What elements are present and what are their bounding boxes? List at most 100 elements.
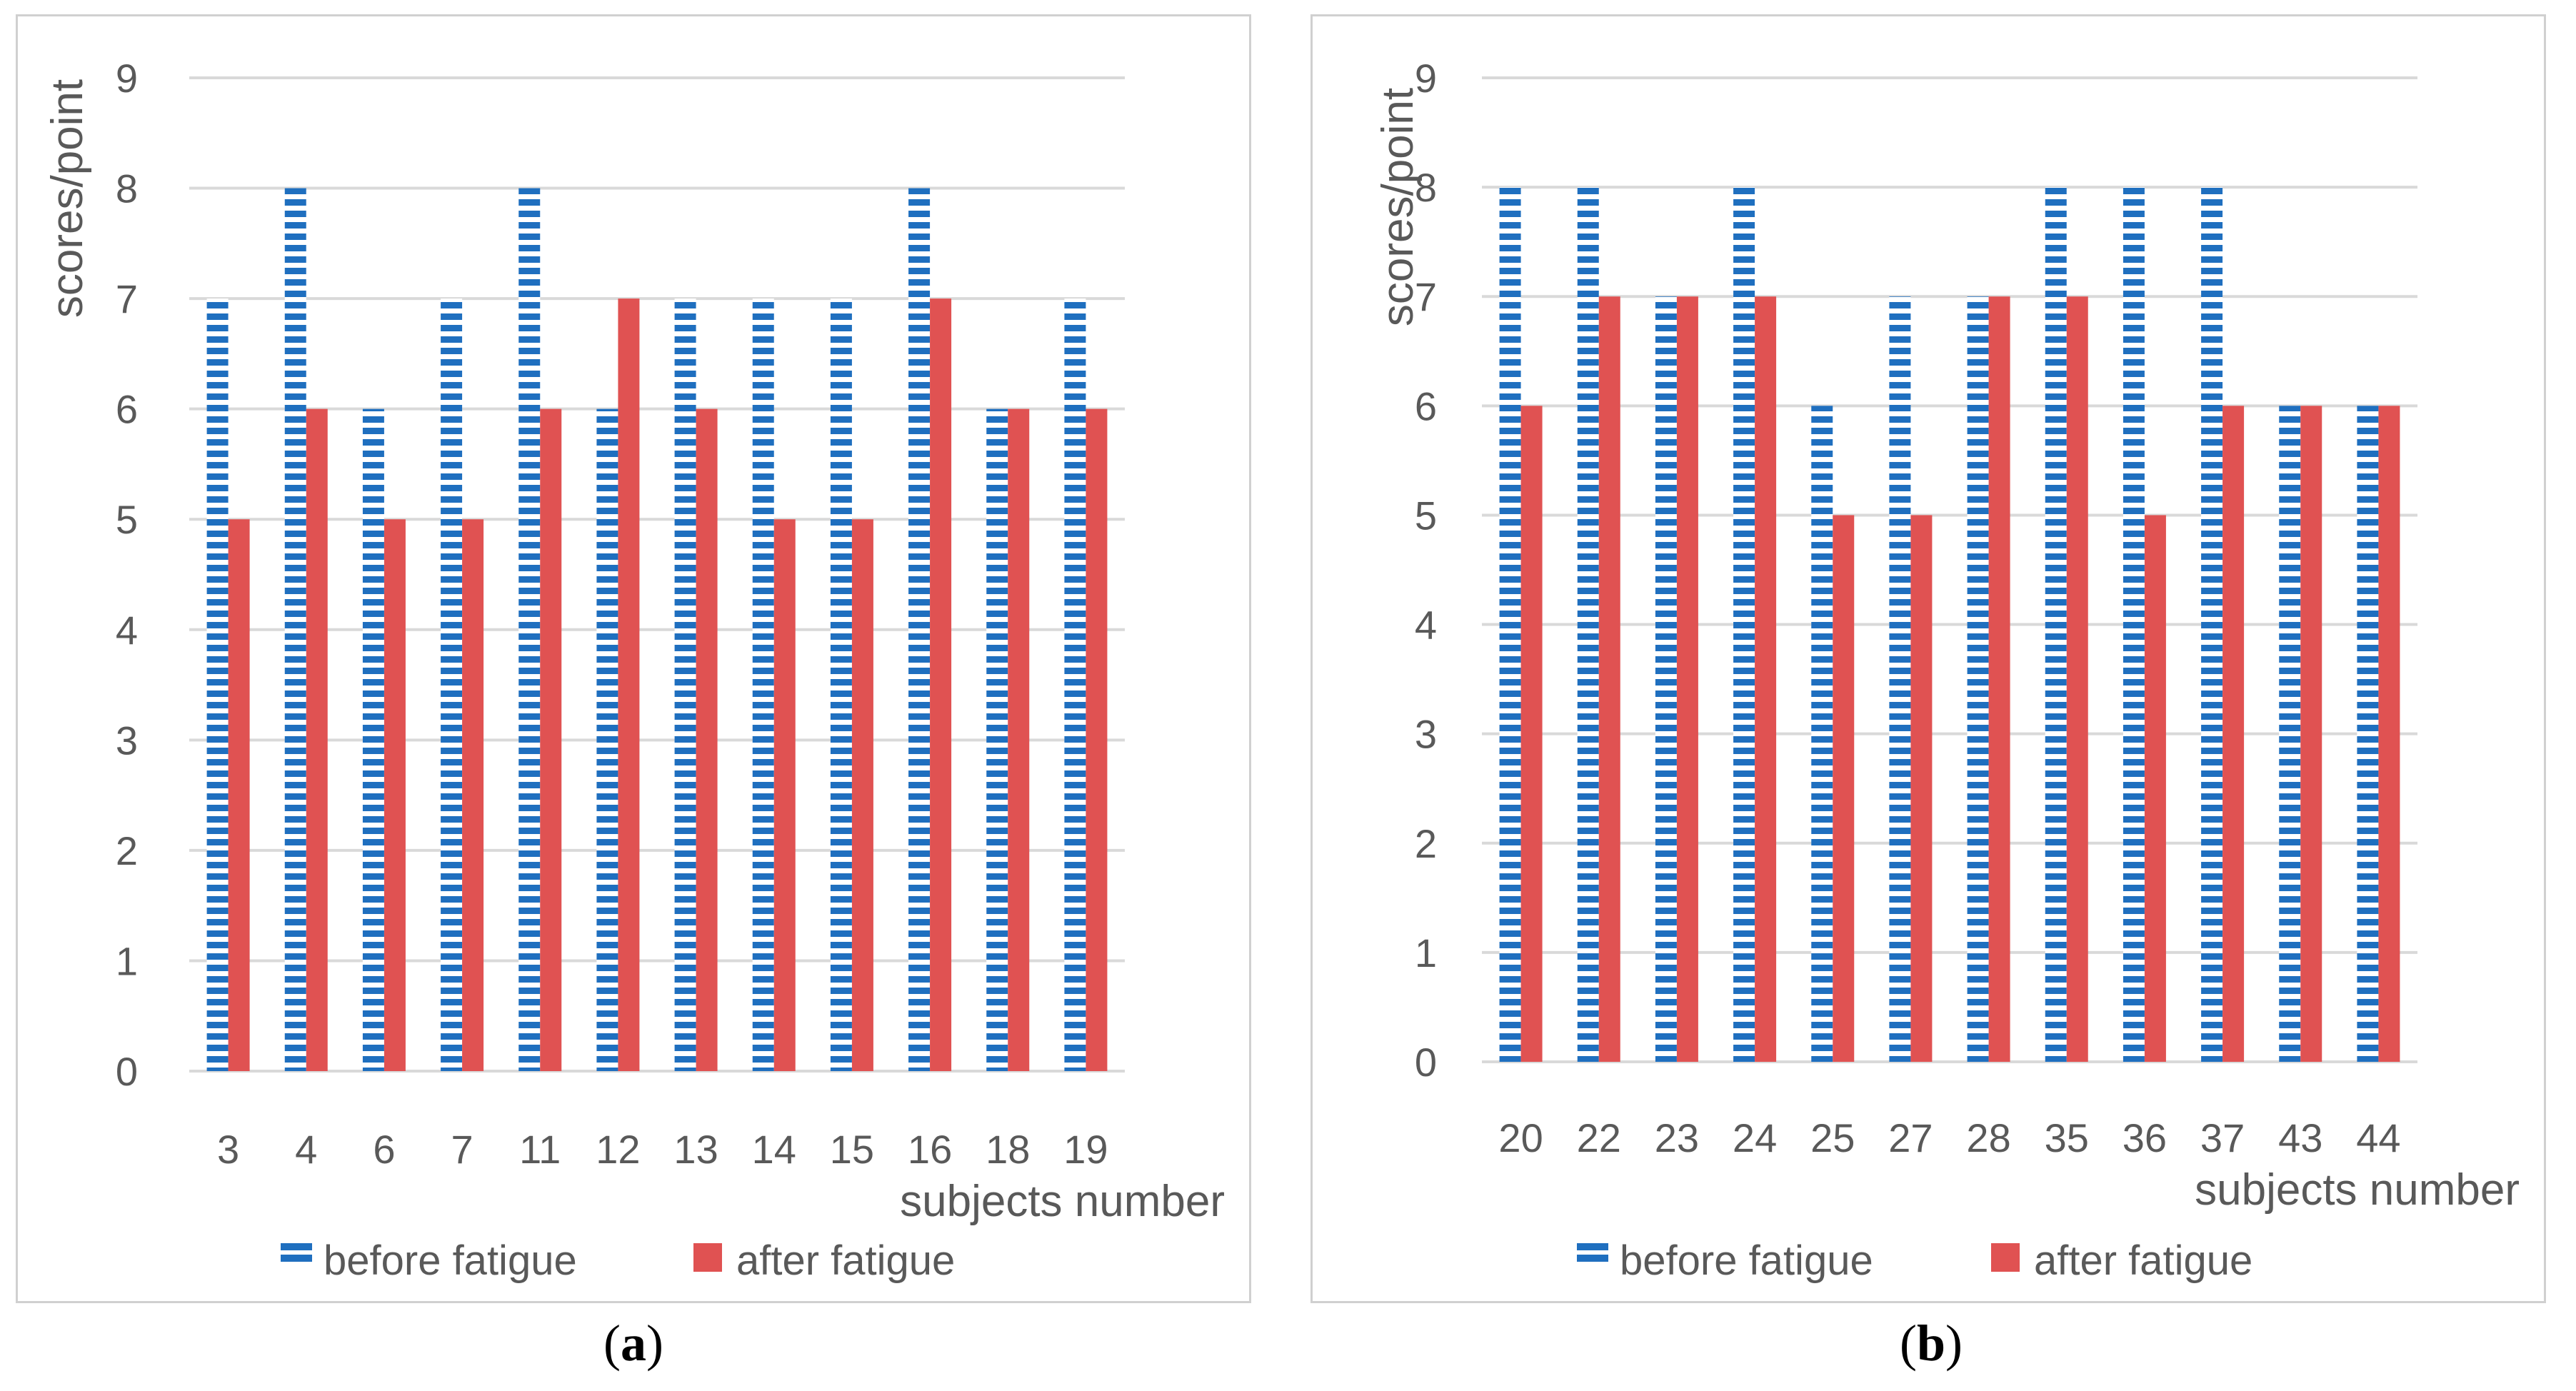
y-tick-label: 3 bbox=[116, 718, 138, 763]
bar-before-4 bbox=[284, 188, 306, 1071]
y-tick-label: 3 bbox=[1415, 712, 1437, 757]
y-tick-label: 4 bbox=[1415, 603, 1437, 648]
legend-swatch-before bbox=[281, 1243, 312, 1250]
bar-after-44 bbox=[2378, 406, 2400, 1062]
y-tick-label: 5 bbox=[116, 497, 138, 542]
y-tick-label: 6 bbox=[1415, 383, 1437, 428]
x-tick-label: 25 bbox=[1810, 1115, 1855, 1160]
bar-before-22 bbox=[1577, 187, 1599, 1063]
bar-before-25 bbox=[1811, 406, 1833, 1062]
bar-after-18 bbox=[1008, 408, 1030, 1071]
bar-before-7 bbox=[441, 298, 463, 1072]
bar-before-14 bbox=[752, 298, 774, 1072]
y-tick-label: 2 bbox=[1415, 821, 1437, 866]
x-tick-label: 11 bbox=[519, 1127, 561, 1172]
x-tick-label: 16 bbox=[908, 1127, 952, 1172]
y-tick-label: 9 bbox=[1415, 56, 1437, 101]
bar-before-19 bbox=[1064, 298, 1086, 1072]
bar-after-13 bbox=[696, 408, 718, 1071]
x-tick-label: 12 bbox=[596, 1127, 640, 1172]
legend-swatch-after bbox=[693, 1243, 722, 1272]
bar-before-18 bbox=[986, 408, 1008, 1071]
bar-before-27 bbox=[1889, 296, 1911, 1063]
y-axis-label: scores/point bbox=[1373, 88, 1423, 326]
x-tick-label: 13 bbox=[673, 1127, 718, 1172]
bar-after-24 bbox=[1755, 296, 1777, 1063]
panel-label-b: b bbox=[1916, 1315, 1946, 1372]
x-tick-label: 18 bbox=[986, 1127, 1030, 1172]
panel-caption-b: (b) bbox=[1899, 1315, 1963, 1372]
bar-after-16 bbox=[930, 298, 952, 1072]
x-tick-label: 6 bbox=[373, 1127, 395, 1172]
legend-label-before: before fatigue bbox=[1620, 1237, 1873, 1284]
x-tick-label: 3 bbox=[217, 1127, 239, 1172]
chart-panel-b: 0 1 2 3 4 5 6 7 8 9 20 22 23 24 25 27 28 35 36 37 43 44 subjec… bbox=[1310, 14, 2546, 1303]
bar-before-12 bbox=[596, 408, 618, 1071]
bar-after-27 bbox=[1910, 515, 1933, 1062]
chart-panel-a: 0 1 2 3 4 5 6 7 8 9 3 4 6 7 11 12 13 14 15 16 18 19 subjects n… bbox=[16, 14, 1251, 1303]
x-axis-label: subjects number bbox=[900, 1177, 1225, 1226]
bar-before-23 bbox=[1655, 296, 1677, 1063]
x-tick-label: 20 bbox=[1498, 1115, 1543, 1160]
legend-swatch-before-lower bbox=[1577, 1255, 1608, 1262]
x-tick-label: 43 bbox=[2278, 1115, 2322, 1160]
x-tick-label: 37 bbox=[2200, 1115, 2245, 1160]
bar-after-6 bbox=[384, 519, 406, 1071]
legend-swatch-before-lower bbox=[281, 1255, 312, 1262]
bar-after-4 bbox=[306, 408, 328, 1071]
bar-after-15 bbox=[851, 519, 873, 1071]
bar-after-7 bbox=[462, 519, 484, 1071]
x-tick-label: 7 bbox=[451, 1127, 473, 1172]
bar-before-15 bbox=[830, 298, 852, 1072]
x-tick-label: 27 bbox=[1888, 1115, 1933, 1160]
bar-before-44 bbox=[2357, 406, 2379, 1062]
bar-before-24 bbox=[1733, 187, 1755, 1063]
x-tick-label: 36 bbox=[2123, 1115, 2167, 1160]
x-tick-label: 23 bbox=[1655, 1115, 1699, 1160]
bar-before-43 bbox=[2279, 406, 2301, 1062]
x-tick-label: 22 bbox=[1577, 1115, 1621, 1160]
bar-before-20 bbox=[1499, 187, 1521, 1063]
x-axis-label: subjects number bbox=[2195, 1165, 2520, 1215]
x-tick-label: 28 bbox=[1966, 1115, 2010, 1160]
bar-before-13 bbox=[674, 298, 696, 1072]
y-tick-label: 9 bbox=[116, 56, 138, 101]
x-tick-label: 14 bbox=[752, 1127, 796, 1172]
x-tick-label: 24 bbox=[1733, 1115, 1777, 1160]
y-tick-label: 6 bbox=[116, 387, 138, 432]
legend-label-after: after fatigue bbox=[2034, 1237, 2252, 1284]
panel-label-a: a bbox=[621, 1315, 646, 1372]
y-axis-label: scores/point bbox=[43, 79, 92, 318]
bar-before-35 bbox=[2045, 187, 2067, 1063]
y-tick-label: 7 bbox=[116, 276, 138, 321]
y-tick-label: 7 bbox=[1415, 274, 1437, 319]
bar-after-37 bbox=[2222, 406, 2245, 1062]
y-tick-label: 0 bbox=[1415, 1040, 1437, 1085]
bar-before-16 bbox=[908, 188, 931, 1071]
bar-before-3 bbox=[206, 298, 229, 1072]
x-tick-label: 19 bbox=[1063, 1127, 1108, 1172]
bar-after-43 bbox=[2300, 406, 2322, 1062]
bar-after-36 bbox=[2144, 515, 2166, 1062]
panel-caption-a: (a) bbox=[603, 1315, 663, 1372]
bar-before-11 bbox=[518, 188, 541, 1071]
bar-after-14 bbox=[773, 519, 796, 1071]
y-tick-label: 5 bbox=[1415, 493, 1437, 538]
bar-after-19 bbox=[1086, 408, 1108, 1071]
bar-after-25 bbox=[1833, 515, 1855, 1062]
bar-after-28 bbox=[1988, 296, 2010, 1063]
legend-swatch-before bbox=[1577, 1243, 1608, 1250]
bar-after-3 bbox=[228, 519, 250, 1071]
bar-before-37 bbox=[2201, 187, 2223, 1063]
bar-after-22 bbox=[1598, 296, 1620, 1063]
y-tick-label: 8 bbox=[1415, 165, 1437, 210]
bar-after-35 bbox=[2066, 296, 2088, 1063]
x-tick-label: 15 bbox=[830, 1127, 874, 1172]
bar-after-23 bbox=[1676, 296, 1698, 1063]
y-tick-label: 2 bbox=[116, 828, 138, 873]
legend-label-after: after fatigue bbox=[736, 1237, 955, 1284]
y-tick-label: 1 bbox=[116, 938, 138, 983]
bar-before-6 bbox=[362, 408, 384, 1071]
